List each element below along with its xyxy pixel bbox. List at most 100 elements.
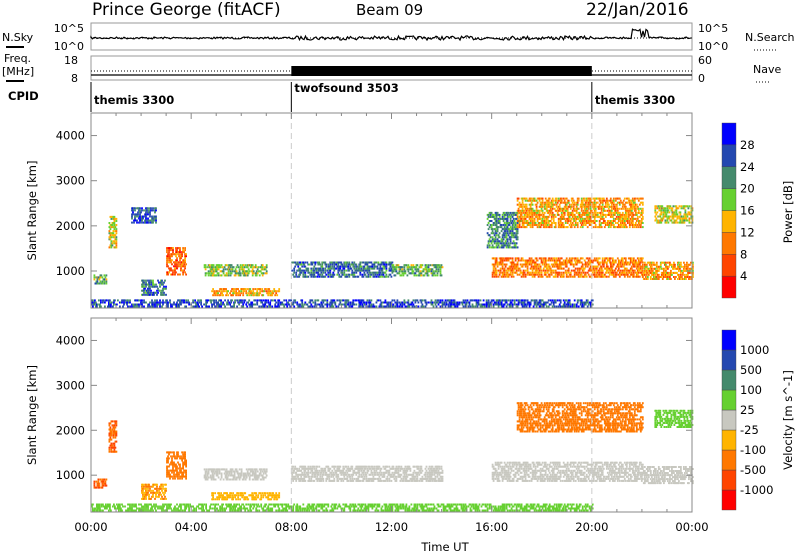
echo-cell	[487, 244, 489, 246]
echo-cell	[510, 240, 512, 242]
echo-cell	[689, 272, 691, 274]
echo-cell	[618, 266, 620, 268]
echo-cell	[359, 304, 361, 306]
echo-cell	[364, 266, 366, 268]
echo-cell	[408, 299, 410, 301]
cpid-segment-label: themis 3300	[595, 93, 675, 107]
echo-cell	[552, 222, 554, 224]
echo-cell	[391, 276, 393, 278]
echo-cell	[176, 267, 178, 269]
echo-cell	[667, 207, 669, 209]
echo-cell	[617, 222, 619, 224]
echo-cell	[130, 306, 132, 308]
echo-cell	[267, 294, 269, 296]
echo-cell	[343, 268, 345, 270]
echo-cell	[510, 218, 512, 220]
echo-cell	[154, 304, 156, 306]
echo-cell	[552, 202, 554, 204]
echo-cell	[525, 266, 527, 268]
echo-cell	[570, 208, 572, 210]
echo-cell	[512, 242, 514, 244]
echo-cell	[409, 306, 411, 308]
echo-cell	[571, 218, 573, 220]
echo-cell	[363, 306, 365, 308]
echo-cell	[448, 306, 450, 308]
echo-cell	[218, 290, 220, 292]
echo-cell	[603, 198, 605, 200]
echo-cell	[464, 302, 466, 304]
echo-cell	[147, 306, 149, 308]
echo-cell	[116, 240, 118, 242]
nsky-tick-top: 10^5	[54, 22, 84, 35]
echo-cell	[198, 306, 200, 308]
echo-cell	[105, 276, 107, 278]
echo-cell	[178, 263, 180, 265]
echo-cell	[488, 222, 490, 224]
echo-cell	[256, 292, 258, 294]
echo-cell	[588, 274, 590, 276]
echo-cell	[176, 302, 178, 304]
echo-cell	[549, 257, 551, 259]
echo-cell	[361, 304, 363, 306]
echo-cell	[237, 302, 239, 304]
echo-cell	[212, 288, 214, 290]
echo-cell	[520, 216, 522, 218]
echo-cell	[408, 264, 410, 266]
echo-cell	[548, 212, 550, 214]
echo-cell	[554, 266, 556, 268]
echo-cell	[430, 264, 432, 266]
echo-cell	[526, 226, 528, 228]
echo-cell	[499, 216, 501, 218]
echo-cell	[376, 302, 378, 304]
echo-cell	[227, 294, 229, 296]
echo-cell	[493, 268, 495, 270]
echo-cell	[546, 208, 548, 210]
echo-cell	[213, 299, 215, 301]
echo-cell	[346, 276, 348, 278]
echo-cell	[624, 198, 626, 200]
echo-cell	[253, 292, 255, 294]
echo-cell	[512, 260, 514, 262]
echo-cell	[608, 220, 610, 222]
echo-cell	[510, 238, 512, 240]
echo-cell	[363, 262, 365, 264]
echo-cell	[547, 272, 549, 274]
echo-cell	[147, 280, 149, 282]
echo-cell	[550, 304, 552, 306]
echo-cell	[564, 214, 566, 216]
echo-cell	[395, 306, 397, 308]
echo-cell	[536, 257, 538, 259]
echo-cell	[507, 238, 509, 240]
echo-cell	[324, 268, 326, 270]
echo-cell	[560, 266, 562, 268]
echo-cell	[559, 206, 561, 208]
echo-cell	[285, 304, 287, 306]
echo-cell	[520, 264, 522, 266]
echo-cell	[412, 306, 414, 308]
echo-cell	[174, 253, 176, 255]
echo-cell	[635, 206, 637, 208]
echo-cell	[150, 290, 152, 292]
echo-cell	[642, 257, 644, 259]
echo-cell	[565, 270, 567, 272]
echo-cell	[172, 251, 174, 253]
echo-cell	[142, 218, 144, 220]
echo-cell	[263, 272, 265, 274]
echo-cell	[672, 207, 674, 209]
echo-cell	[563, 274, 565, 276]
echo-cell	[353, 304, 355, 306]
echo-cell	[527, 212, 529, 214]
echo-cell	[484, 304, 486, 306]
echo-cell	[445, 306, 447, 308]
echo-cell	[632, 220, 634, 222]
echo-cell	[539, 224, 541, 226]
echo-cell	[576, 206, 578, 208]
echo-cell	[644, 272, 646, 274]
echo-cell	[240, 292, 242, 294]
echo-cell	[580, 222, 582, 224]
echo-cell	[516, 268, 518, 270]
echo-cell	[539, 264, 541, 266]
echo-cell	[440, 270, 442, 272]
echo-cell	[583, 224, 585, 226]
